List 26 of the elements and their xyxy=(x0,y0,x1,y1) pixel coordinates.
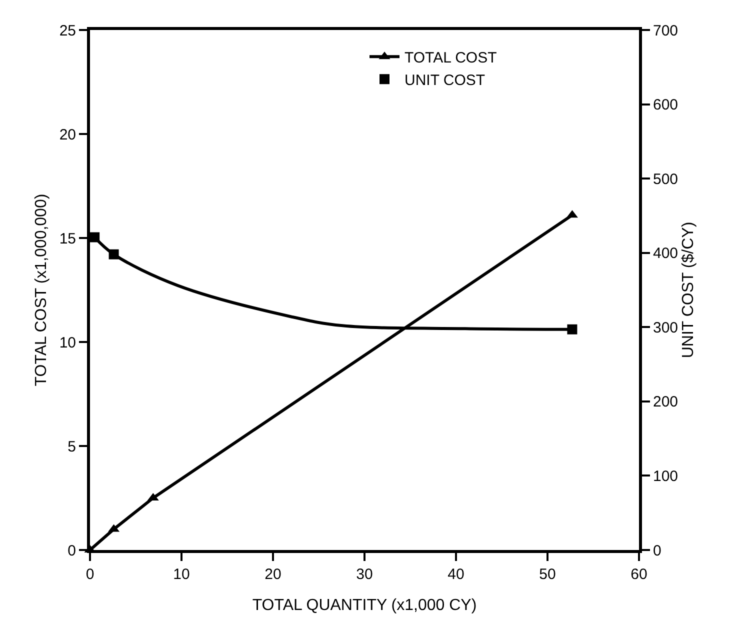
y-tick-label: 20 xyxy=(59,126,76,144)
y2-tick-label: 400 xyxy=(653,245,678,262)
y-tick-label: 5 xyxy=(68,438,76,456)
y2-tick-label: 0 xyxy=(653,542,662,560)
y2-axis-title: UNIT COST ($/CY) xyxy=(680,222,698,358)
legend-label: UNIT COST xyxy=(404,72,486,89)
y2-tick-label: 700 xyxy=(653,22,678,40)
x-tick-label: 10 xyxy=(173,566,190,583)
x-tick-label: 0 xyxy=(86,566,94,583)
y-axis-title: TOTAL COST (x1,000,000) xyxy=(33,194,50,386)
x-tick-label: 60 xyxy=(630,566,648,583)
y2-tick-label: 300 xyxy=(653,319,678,336)
x-tick-label: 50 xyxy=(539,566,556,583)
y2-tick-label: 100 xyxy=(653,468,678,485)
y2-tick-label: 500 xyxy=(653,170,678,188)
y-tick-label: 0 xyxy=(68,542,76,560)
legend-label: TOTAL COST xyxy=(404,50,497,66)
y-tick-label: 25 xyxy=(59,22,76,40)
y2-tick-label: 200 xyxy=(653,394,678,411)
y-tick-label: 10 xyxy=(59,334,76,352)
x-tick-label: 30 xyxy=(356,566,373,583)
y2-tick-label: 600 xyxy=(653,96,678,114)
x-axis-title: TOTAL QUANTITY (x1,000 CY) xyxy=(252,597,477,614)
x-tick-label: 20 xyxy=(264,566,282,583)
x-tick-label: 40 xyxy=(448,566,464,583)
y-tick-label: 15 xyxy=(59,230,76,248)
